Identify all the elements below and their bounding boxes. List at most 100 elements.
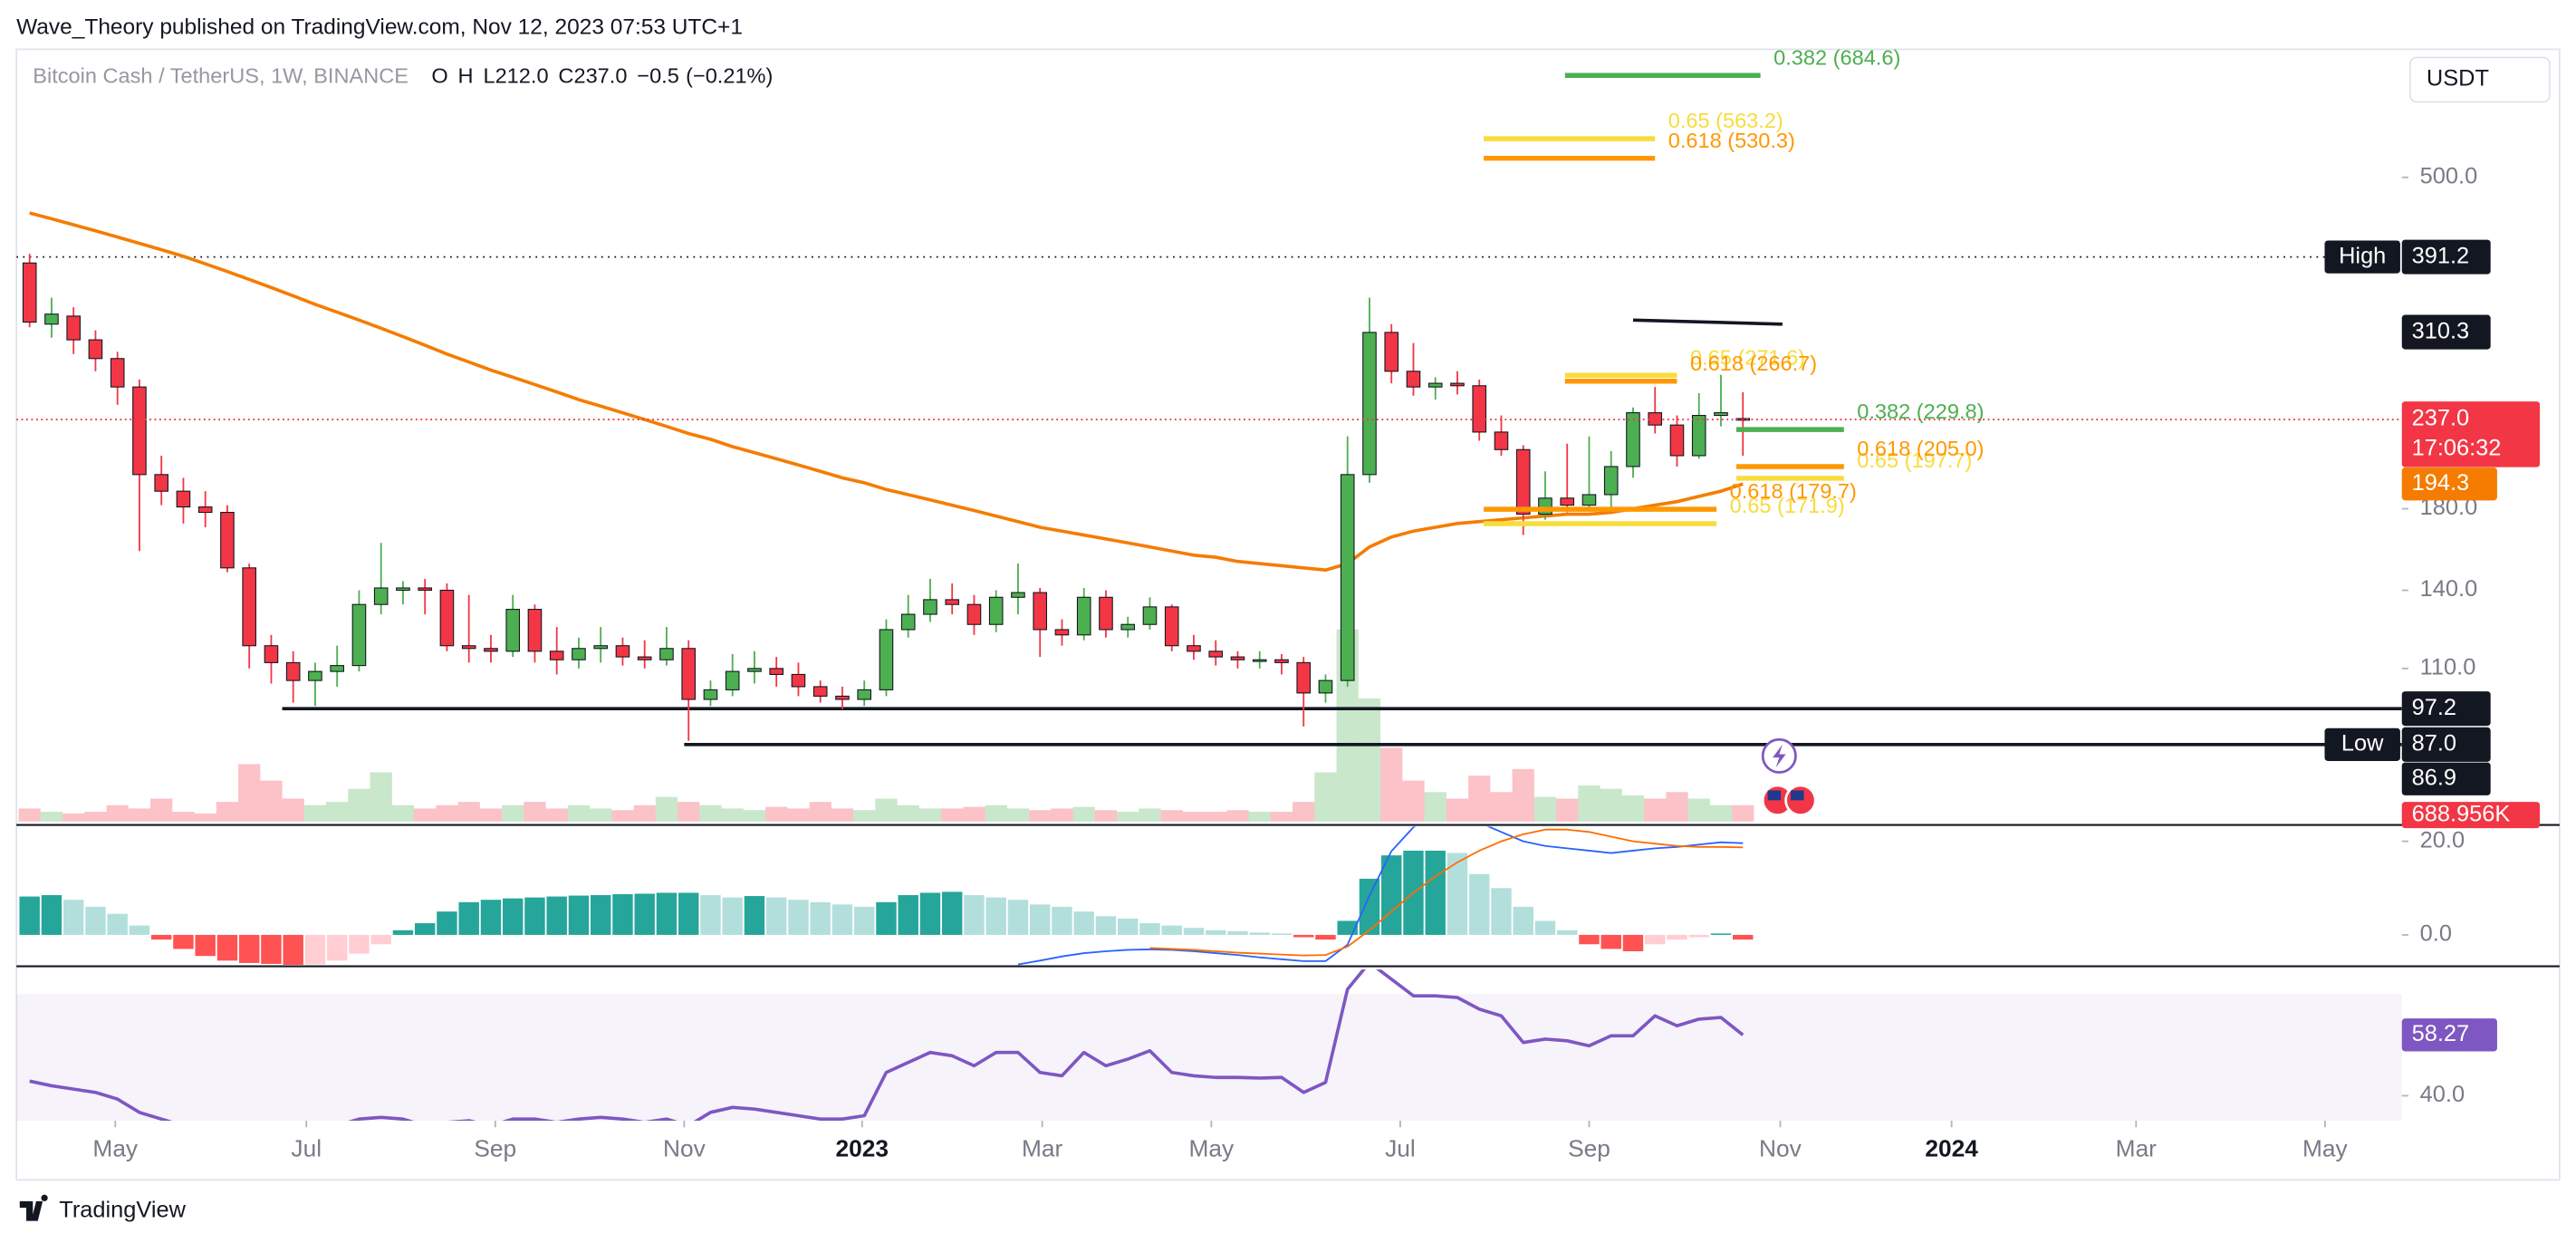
level-value-box: [2401, 239, 2491, 275]
volume-bar: [479, 808, 503, 822]
macd-histogram-bar: [1710, 933, 1732, 935]
volume-bar: [1270, 812, 1293, 822]
macd-histogram-bar: [634, 893, 655, 935]
volume-bar: [1380, 747, 1403, 822]
x-tick-label: Sep: [1568, 1135, 1610, 1162]
candle-body: [285, 661, 301, 681]
x-tick-label: May: [2302, 1135, 2349, 1162]
candle-body: [1494, 431, 1509, 450]
tradingview-logo: [19, 1194, 48, 1221]
volume-bar: [941, 808, 964, 822]
candle-body: [1384, 332, 1399, 372]
candle-body: [1626, 412, 1640, 467]
volume-bar: [1205, 812, 1227, 822]
volume-bar: [216, 802, 239, 822]
candle-body: [1581, 494, 1597, 506]
volume-bar: [150, 798, 173, 822]
candle-body: [110, 358, 125, 388]
footer-brand: TradingView: [59, 1197, 186, 1222]
macd-histogram-bar: [1293, 934, 1314, 938]
candle-body: [22, 262, 37, 323]
ohlc-prefix: O: [431, 63, 447, 87]
volume-bar: [721, 808, 744, 822]
macd-histogram-bar: [458, 901, 479, 935]
volume-bar: [194, 813, 216, 822]
candle-body: [1274, 659, 1289, 663]
volume-bar: [1600, 788, 1622, 822]
x-tick-label: Nov: [1759, 1135, 1802, 1162]
macd-histogram-bar: [1073, 911, 1094, 935]
volume-bar: [414, 808, 437, 822]
volume-bar: [1358, 698, 1381, 822]
currency-button[interactable]: [2408, 56, 2551, 103]
macd-histogram-bar: [831, 904, 853, 935]
trendline-axis-label: 310.3: [2412, 318, 2470, 343]
macd-histogram-bar: [480, 900, 502, 935]
level-value: 97.2: [2412, 695, 2456, 720]
macd-histogram-bar: [919, 892, 941, 935]
volume-indicator-label: 86.9: [2412, 765, 2456, 790]
volume-bar: [985, 805, 1007, 822]
candle-body: [264, 645, 279, 663]
macd-histogram-bar: [261, 934, 282, 964]
candle-body: [197, 506, 213, 514]
volume-bar: [1732, 805, 1754, 822]
candle-body: [1603, 466, 1619, 496]
macd-histogram-bar: [107, 913, 128, 935]
candle-body: [1362, 332, 1377, 476]
volume-bar: [699, 805, 722, 822]
macd-histogram-bar: [326, 934, 348, 961]
volume-bar: [1512, 768, 1534, 822]
macd-histogram-bar: [1425, 850, 1446, 935]
volume-bar: [1029, 810, 1052, 822]
macd-histogram-bar: [1139, 923, 1160, 935]
fib-label: 0.65 (197.7): [1857, 448, 1972, 472]
volume-bar: [370, 772, 392, 822]
volume-bar: [1314, 772, 1337, 822]
macd-histogram-bar: [744, 896, 765, 935]
volume-bar: [678, 802, 700, 822]
macd-histogram-bar: [656, 892, 678, 935]
macd-histogram-bar: [1161, 925, 1182, 935]
level-name: High: [2339, 243, 2386, 268]
volume-bar: [1293, 802, 1315, 822]
symbol-legend: Bitcoin Cash / TetherUS, 1W, BINANCE O H L2…: [33, 63, 773, 87]
macd-histogram-bar: [853, 906, 875, 935]
ohlc-value: 237.0: [573, 63, 627, 87]
lightning-icon: [1773, 744, 1786, 768]
candle-body: [900, 613, 916, 631]
volume-bar: [1424, 792, 1447, 822]
macd-histogram-bar: [414, 923, 436, 935]
macd-histogram-bar: [437, 911, 457, 935]
volume-bar: [655, 796, 678, 822]
candle-body: [1296, 661, 1312, 694]
x-tick-label: 2024: [1925, 1135, 1978, 1162]
macd-histogram-bar: [568, 895, 590, 935]
fib-label: 0.618 (266.7): [1690, 352, 1817, 375]
macd-histogram-bar: [150, 934, 172, 940]
candle-body: [769, 668, 784, 675]
candle-body: [966, 603, 982, 625]
candle-body: [220, 512, 235, 569]
last-price: 237.0: [2412, 406, 2470, 431]
macd-histogram-bar: [216, 934, 238, 961]
x-tick-label: May: [1189, 1135, 1235, 1162]
volume-bar: [84, 812, 107, 822]
level-value-box: [2401, 691, 2491, 727]
x-tick-label: Jul: [291, 1135, 322, 1162]
candle-body: [1187, 645, 1201, 652]
trendline: [1632, 318, 1783, 326]
volume-bar: [1072, 806, 1095, 822]
candle-body: [154, 474, 168, 492]
fib-label: 0.618 (205.0): [1857, 437, 1984, 460]
macd-histogram-bar: [392, 930, 414, 935]
fib-label: 0.65 (563.2): [1668, 109, 1783, 132]
macd-tick-label: 20.0: [2420, 827, 2465, 853]
macd-histogram-bar: [788, 900, 809, 935]
volume-bar: [1182, 812, 1206, 822]
volume-bar: [1160, 810, 1183, 822]
x-tick-label: Sep: [474, 1135, 516, 1162]
level-name: Low: [2341, 731, 2384, 756]
